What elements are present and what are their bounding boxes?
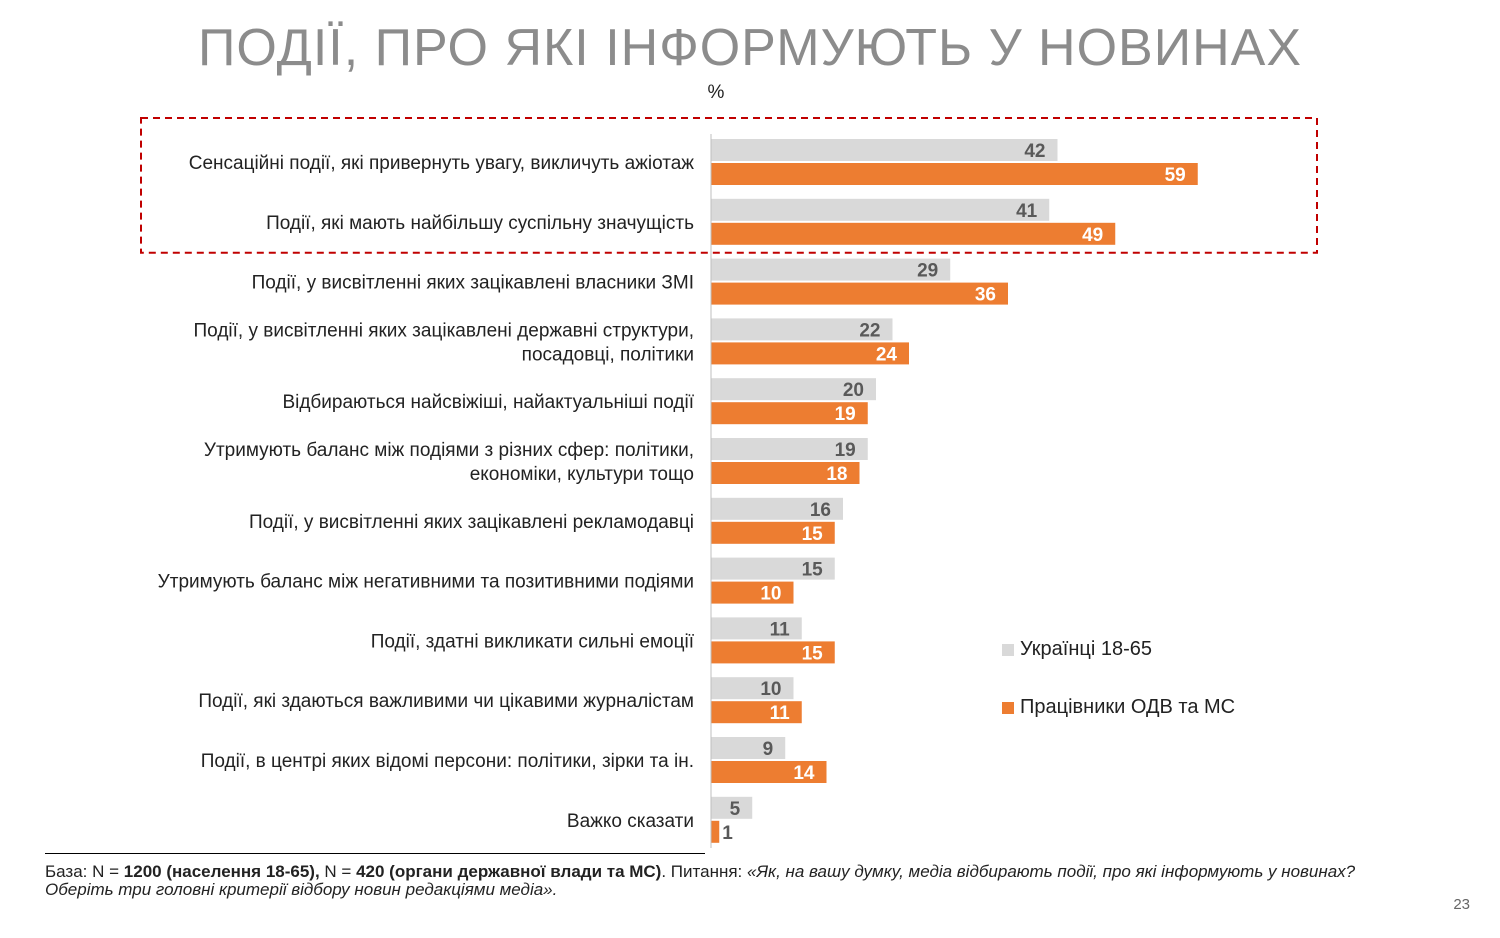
bar-series-1 (711, 378, 876, 401)
bar-series-1 (711, 617, 802, 640)
data-label-series-1: 42 (1024, 141, 1045, 162)
data-label-series-1: 16 (810, 500, 831, 521)
highlight-box (140, 117, 1318, 254)
data-label-series-2: 15 (802, 524, 824, 545)
bar-series-1 (711, 318, 893, 341)
bar-series-2 (711, 282, 1008, 305)
data-label-series-1: 9 (763, 739, 774, 760)
legend-item-series-2: Працівники ОДВ та МС (1002, 696, 1235, 719)
data-label-series-1: 41 (1016, 201, 1038, 222)
data-label-series-1: 15 (802, 560, 824, 581)
data-label-series-2: 1 (722, 823, 733, 844)
data-label-series-1: 22 (859, 320, 880, 341)
legend-swatch-orange (1002, 701, 1014, 714)
category-label: Події, у висвітленні яких зацікавлені де… (194, 320, 694, 365)
category-label: Події, які здаються важливими чи цікавим… (198, 691, 694, 712)
category-label: Події, у висвітленні яких зацікавлені ре… (249, 512, 694, 533)
legend-item-series-1: Українці 18-65 (1002, 638, 1152, 661)
data-label-series-1: 20 (843, 380, 864, 401)
data-label-series-1: 29 (917, 261, 938, 282)
data-label-series-1: 11 (770, 619, 791, 640)
category-label: Сенсаційні події, які привернуть увагу, … (189, 153, 695, 174)
bar-series-1 (711, 198, 1050, 221)
category-label: Відбираються найсвіжіші, найактуальніші … (282, 392, 694, 413)
bar-series-1 (711, 139, 1058, 161)
category-label: Важко сказати (567, 811, 694, 832)
bar-series-2 (711, 820, 720, 843)
unit-label: % (707, 82, 725, 103)
bar-series-1 (711, 438, 868, 460)
category-label: Події, у висвітленні яких зацікавлені вл… (252, 273, 694, 294)
category-label: Події, здатні викликати сильні емоції (371, 631, 695, 652)
footnote-part: База: N = (45, 862, 124, 881)
bar-series-1 (711, 557, 835, 580)
data-label-series-2: 49 (1082, 225, 1103, 246)
data-label-series-1: 19 (835, 440, 856, 461)
footnote-sample-officials: 420 (органи державної влади та МС) (356, 862, 662, 881)
data-label-series-2: 19 (835, 404, 856, 425)
bar-series-2 (711, 222, 1116, 245)
data-label-series-2: 11 (770, 703, 791, 724)
data-label-series-2: 14 (793, 763, 815, 784)
data-label-series-2: 59 (1165, 165, 1186, 186)
bar-series-2 (711, 761, 827, 783)
bar-series-2 (711, 163, 1198, 185)
data-label-series-1: 5 (730, 799, 741, 820)
bar-series-1 (711, 497, 843, 520)
page-number: 23 (1453, 896, 1470, 913)
data-label-series-2: 24 (876, 344, 898, 365)
bar-series-2 (711, 342, 909, 365)
footnote-divider (45, 853, 705, 854)
footnote-part: . Питання: (661, 862, 747, 881)
data-label-series-1: 10 (760, 679, 781, 700)
data-label-series-2: 18 (826, 464, 847, 485)
legend-label-series-2: Працівники ОДВ та МС (1020, 696, 1236, 718)
bar-series-1 (711, 677, 794, 700)
data-label-series-2: 10 (760, 584, 781, 605)
page-title: ПОДІЇ, ПРО ЯКІ ІНФОРМУЮТЬ У НОВИНАХ (197, 19, 1303, 77)
bar-series-2 (711, 641, 835, 664)
data-label-series-2: 36 (975, 285, 996, 306)
legend-swatch-grey (1002, 643, 1014, 656)
footnote: База: N = 1200 (населення 18-65), N = 42… (45, 863, 1365, 899)
bar-series-1 (711, 796, 753, 819)
bar-series-1 (711, 258, 951, 281)
category-label: Утримують баланс між подіями з різних сф… (204, 440, 694, 485)
category-label: Події, які мають найбільшу суспільну зна… (266, 213, 694, 234)
bar-series-2 (711, 462, 860, 484)
footnote-part: N = (319, 862, 357, 881)
category-label: Події, в центрі яких відомі персони: пол… (201, 751, 694, 772)
bar-series-2 (711, 581, 794, 604)
bar-series-2 (711, 402, 868, 425)
bar-series-1 (711, 737, 786, 759)
category-label: Утримують баланс між негативними та пози… (158, 572, 694, 593)
legend-label-series-1: Українці 18-65 (1020, 638, 1153, 660)
bar-series-2 (711, 701, 802, 724)
bar-series-2 (711, 521, 835, 544)
footnote-question: «Як, на вашу думку, медіа відбирають под… (45, 862, 1356, 899)
footnote-sample-population: 1200 (населення 18-65), (123, 862, 320, 881)
data-label-series-2: 15 (802, 643, 824, 664)
